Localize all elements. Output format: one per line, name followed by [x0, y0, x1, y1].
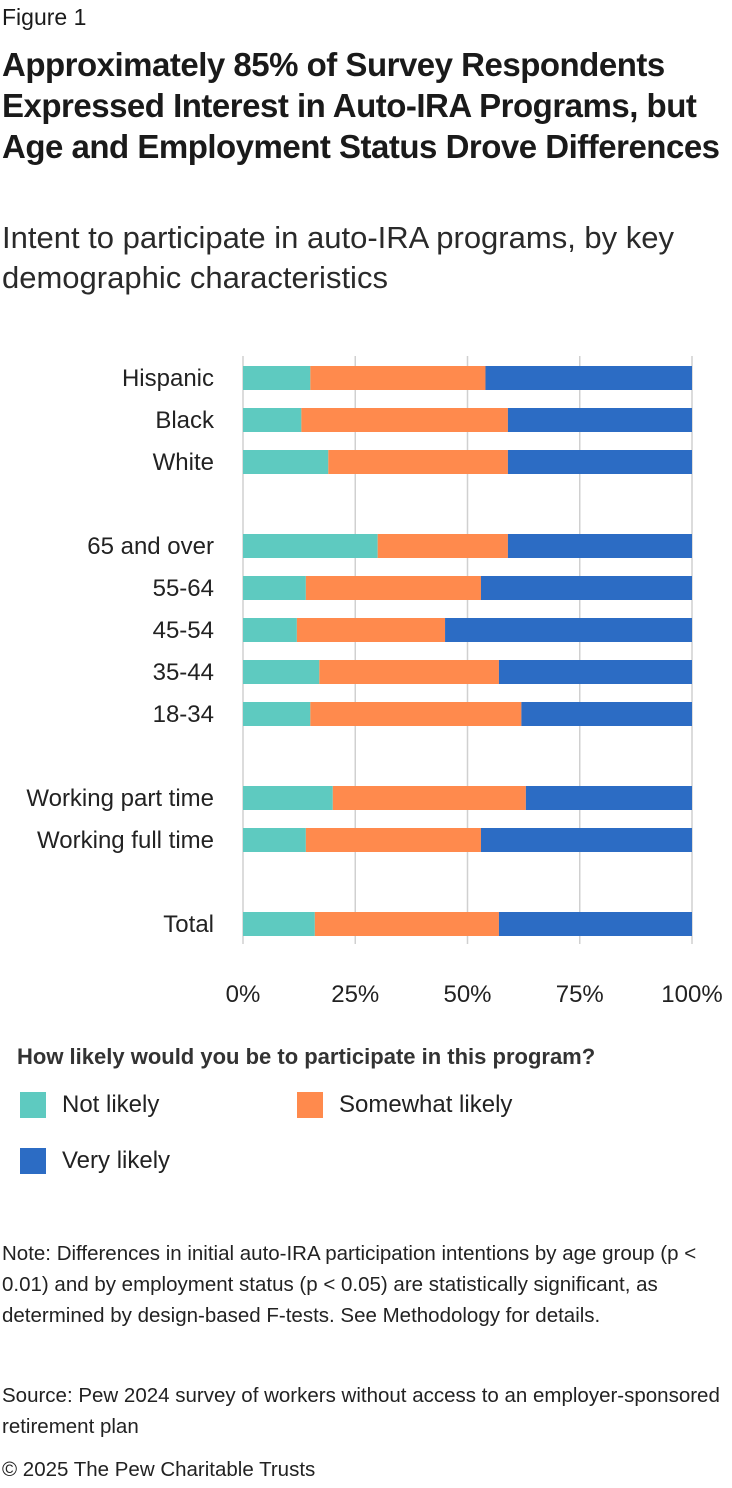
bar-black-very-likely [507, 408, 692, 432]
legend-label-not-likely: Not likely [62, 1091, 160, 1118]
bar-total-not-likely [243, 912, 315, 936]
x-tick-label: 100% [661, 981, 722, 1008]
bar-45-54-somewhat-likely [296, 618, 446, 642]
bar-hispanic-not-likely [243, 366, 311, 390]
legend-item-not-likely: Not likely [20, 1091, 159, 1119]
bar-35-44-somewhat-likely [319, 660, 499, 684]
bar-18-34-very-likely [521, 702, 692, 726]
category-label-18-34: 18-34 [153, 701, 214, 728]
bar-65-and-over-not-likely [243, 534, 378, 558]
bar-hispanic-very-likely [485, 366, 692, 390]
category-label-hispanic: Hispanic [122, 365, 214, 392]
category-label-working-part-time: Working part time [26, 785, 214, 812]
legend-title: How likely would you be to participate i… [17, 1044, 596, 1069]
chart-source: Source: Pew 2024 survey of workers witho… [2, 1384, 720, 1438]
bar-45-54-very-likely [445, 618, 692, 642]
x-tick-label: 75% [556, 981, 604, 1008]
bar-black-not-likely [243, 408, 302, 432]
chart-note: Note: Differences in initial auto-IRA pa… [2, 1242, 697, 1327]
bar-working-part-time-somewhat-likely [332, 786, 526, 810]
figure-label: Figure 1 [2, 4, 87, 30]
bar-total-very-likely [498, 912, 692, 936]
bar-white-very-likely [507, 450, 692, 474]
bar-white-somewhat-likely [328, 450, 508, 474]
bar-black-somewhat-likely [301, 408, 508, 432]
bar-55-64-very-likely [480, 576, 692, 600]
chart-title: Approximately 85% of Survey Respondents … [2, 46, 720, 165]
bar-working-part-time-very-likely [525, 786, 692, 810]
bar-45-54-not-likely [243, 618, 297, 642]
legend-swatch-not-likely [20, 1092, 46, 1118]
category-label-55-64: 55-64 [153, 575, 214, 602]
bar-white-not-likely [243, 450, 329, 474]
legend-swatch-very-likely [20, 1148, 46, 1174]
category-label-35-44: 35-44 [153, 659, 214, 686]
x-tick-label: 50% [443, 981, 491, 1008]
bar-total-somewhat-likely [314, 912, 499, 936]
legend-swatch-somewhat-likely [297, 1092, 323, 1118]
legend-item-very-likely: Very likely [20, 1147, 170, 1175]
category-label-total: Total [163, 911, 214, 938]
bar-working-full-time-very-likely [480, 828, 692, 852]
legend-item-somewhat-likely: Somewhat likely [297, 1091, 512, 1119]
chart-subtitle: Intent to participate in auto-IRA progra… [2, 220, 675, 295]
category-label-black: Black [155, 407, 215, 434]
copyright: © 2025 The Pew Charitable Trusts [2, 1458, 316, 1481]
bar-hispanic-somewhat-likely [310, 366, 486, 390]
bar-35-44-not-likely [243, 660, 320, 684]
bar-35-44-very-likely [498, 660, 692, 684]
category-label-white: White [153, 449, 214, 476]
bar-55-64-not-likely [243, 576, 306, 600]
bar-working-full-time-not-likely [243, 828, 306, 852]
category-label-65-and-over: 65 and over [87, 533, 214, 560]
stacked-bar-chart: 0% 25% 50% 75% 100% Hispanic Black White 65 and … [26, 356, 723, 1008]
category-label-45-54: 45-54 [153, 617, 214, 644]
bar-18-34-not-likely [243, 702, 311, 726]
x-tick-label: 0% [226, 981, 261, 1008]
bar-working-part-time-not-likely [243, 786, 333, 810]
bar-65-and-over-very-likely [507, 534, 692, 558]
legend-label-somewhat-likely: Somewhat likely [339, 1091, 513, 1118]
x-tick-label: 25% [331, 981, 379, 1008]
bar-working-full-time-somewhat-likely [305, 828, 481, 852]
legend-label-very-likely: Very likely [62, 1147, 171, 1174]
bar-65-and-over-somewhat-likely [377, 534, 508, 558]
bar-18-34-somewhat-likely [310, 702, 522, 726]
category-label-working-full-time: Working full time [37, 827, 214, 854]
bar-55-64-somewhat-likely [305, 576, 481, 600]
